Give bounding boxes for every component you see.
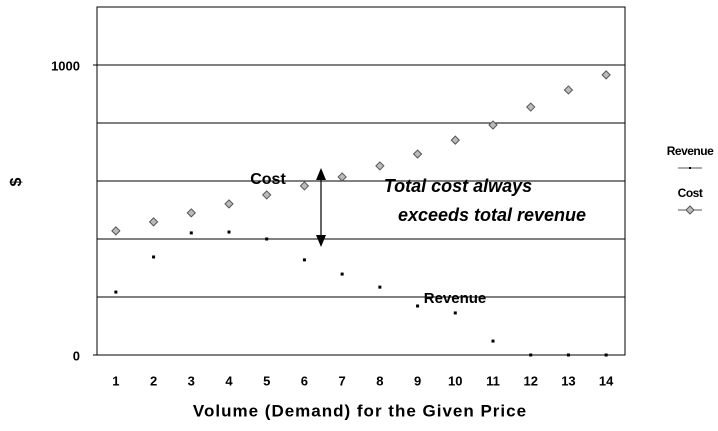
marker (566, 353, 570, 357)
marker (299, 181, 310, 191)
x-tick-label: 13 (561, 373, 575, 388)
marker (412, 149, 423, 159)
marker (262, 190, 272, 200)
legend-marker (685, 205, 695, 215)
marker (340, 272, 344, 276)
annotation: exceeds total revenue (398, 205, 586, 225)
marker (302, 258, 306, 262)
marker (224, 199, 234, 209)
marker (526, 102, 536, 112)
marker (186, 208, 196, 218)
marker (111, 226, 121, 236)
marker (450, 135, 460, 145)
x-axis-label: Volume (Demand) for the Given Price (193, 401, 527, 420)
y-axis-label: $ (8, 177, 25, 186)
x-tick-label: 7 (339, 373, 346, 388)
legend-label: Revenue (667, 144, 714, 158)
marker (491, 339, 495, 343)
legend-marker (689, 167, 691, 169)
x-tick-label: 11 (486, 373, 500, 388)
marker (152, 255, 156, 259)
x-tick-label: 2 (150, 373, 157, 388)
marker (337, 172, 347, 182)
marker (563, 85, 574, 95)
marker (416, 304, 420, 308)
marker (378, 285, 382, 289)
y-tick-label: 1000 (51, 58, 80, 73)
marker (601, 70, 611, 80)
marker (265, 237, 269, 241)
arrow (316, 168, 326, 247)
annotation: Cost (250, 171, 286, 188)
marker (529, 353, 533, 357)
annotation: Total cost always (384, 176, 532, 196)
x-tick-label: 6 (301, 373, 308, 388)
x-tick-label: 8 (376, 373, 383, 388)
x-tick-label: 9 (414, 373, 421, 388)
y-tick-label: 0 (73, 348, 80, 363)
x-tick-label: 14 (599, 373, 614, 388)
x-tick-label: 3 (188, 373, 195, 388)
legend-label: Cost (678, 186, 703, 200)
x-tick-label: 5 (263, 373, 270, 388)
marker (604, 353, 608, 357)
x-tick-label: 1 (112, 373, 119, 388)
marker (488, 120, 498, 130)
marker (227, 230, 231, 234)
marker (375, 161, 385, 171)
x-tick-label: 4 (225, 373, 233, 388)
x-tick-label: 10 (448, 373, 462, 388)
annotation: Revenue (424, 290, 487, 307)
x-tick-label: 12 (523, 373, 537, 388)
marker (189, 231, 193, 235)
marker (114, 290, 118, 294)
marker (453, 311, 457, 315)
marker (148, 217, 159, 227)
